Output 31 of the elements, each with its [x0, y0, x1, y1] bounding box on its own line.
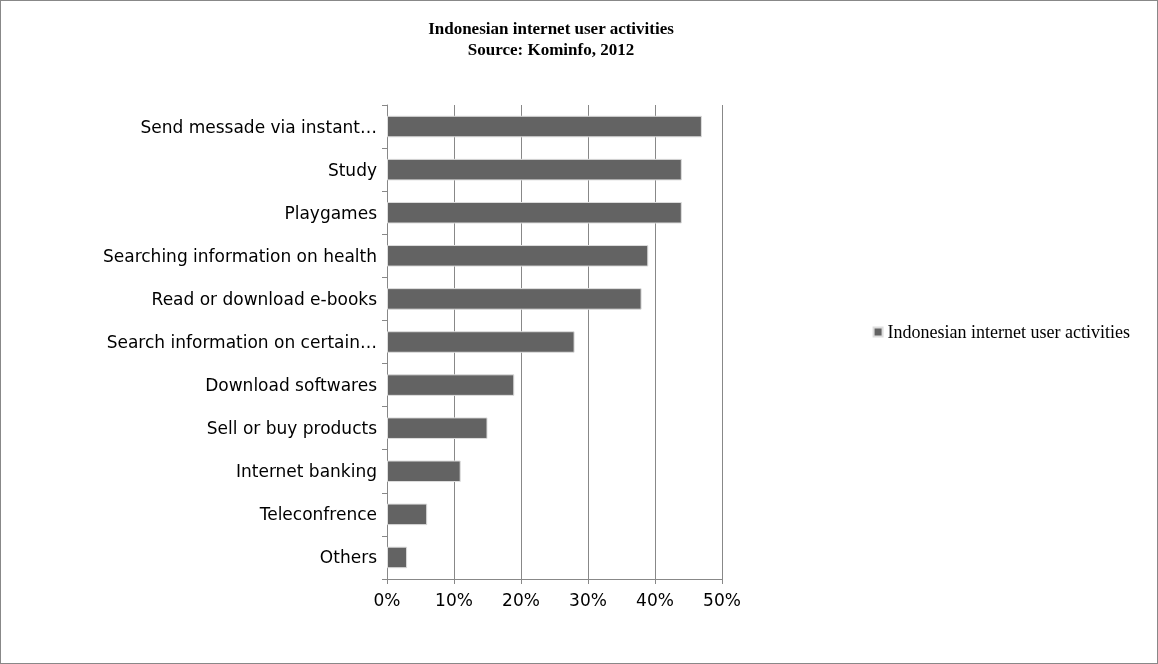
bar: [387, 288, 642, 310]
y-tick-label: Search information on certain…: [106, 332, 377, 352]
y-tick-label: Study: [327, 159, 377, 180]
bar: [387, 417, 488, 439]
bar: [387, 546, 408, 569]
y-tick-label: Searching information on health: [102, 245, 377, 266]
y-tick-label: Read or download e-books: [151, 288, 378, 309]
y-tick-label: Download softwares: [205, 375, 378, 396]
bar: [387, 331, 575, 353]
legend-label: Indonesian internet user activities: [887, 322, 1130, 342]
y-tick-label: Teleconfrence: [258, 504, 377, 525]
bar: [387, 460, 461, 483]
x-tick-label: 10%: [435, 589, 473, 610]
x-tick-label: 40%: [636, 589, 674, 610]
bar: [387, 201, 682, 224]
bar: [387, 374, 515, 396]
y-tick-label: Sell or buy products: [206, 418, 378, 439]
chart-title: Indonesian internet user activities: [428, 19, 675, 38]
x-tick-label: 20%: [502, 589, 540, 610]
x-tick-label: 50%: [703, 589, 741, 610]
chart-subtitle: Source: Kominfo, 2012: [467, 40, 635, 59]
y-tick-label: Others: [319, 547, 378, 568]
y-tick-label: Send messade via instant…: [140, 116, 377, 137]
y-tick-label: Playgames: [284, 202, 378, 223]
bar: [387, 503, 428, 526]
bar: [387, 115, 702, 138]
bar: [387, 158, 682, 181]
bar: [387, 245, 649, 267]
x-tick-label: 30%: [569, 589, 607, 610]
x-tick-label: 0%: [373, 589, 401, 610]
y-tick-label: Internet banking: [235, 461, 377, 482]
